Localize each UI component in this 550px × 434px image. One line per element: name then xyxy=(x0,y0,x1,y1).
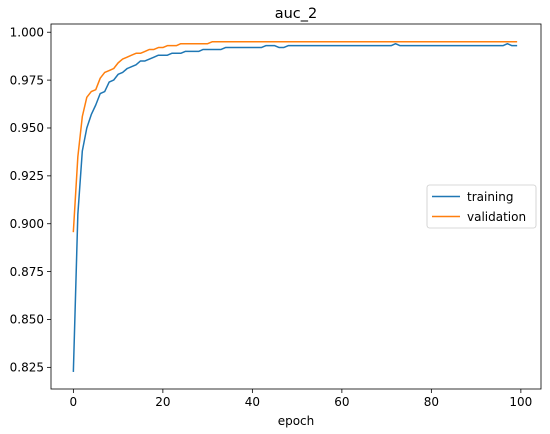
legend-label-training: training xyxy=(467,190,514,204)
series-line-validation xyxy=(72,41,518,233)
series-line-training xyxy=(72,42,518,372)
x-tick-label: 40 xyxy=(245,395,260,409)
y-tick-label: 1.000 xyxy=(10,25,44,39)
plot-area xyxy=(50,23,542,390)
y-tick-label: 0.875 xyxy=(10,265,44,279)
x-axis-ticks: 0 20 40 60 80 100 xyxy=(70,389,532,409)
legend: training validation xyxy=(426,184,537,229)
axes-frame xyxy=(50,23,542,390)
chart-title: auc_2 xyxy=(275,6,318,22)
y-axis-ticks: 0.825 0.850 0.875 0.900 0.925 0.950 0.975 1.000 xyxy=(10,25,51,375)
x-tick-label: 80 xyxy=(424,395,439,409)
x-tick-label: 20 xyxy=(155,395,170,409)
y-tick-label: 0.975 xyxy=(10,73,44,87)
x-tick-label: 0 xyxy=(70,395,78,409)
x-tick-label: 100 xyxy=(509,395,532,409)
x-tick-label: 60 xyxy=(334,395,349,409)
y-tick-label: 0.825 xyxy=(10,361,44,375)
y-tick-label: 0.925 xyxy=(10,169,44,183)
legend-label-validation: validation xyxy=(467,210,526,224)
x-axis-label: epoch xyxy=(278,414,315,428)
y-tick-label: 0.900 xyxy=(10,217,44,231)
y-tick-label: 0.850 xyxy=(10,313,44,327)
y-tick-label: 0.950 xyxy=(10,121,44,135)
